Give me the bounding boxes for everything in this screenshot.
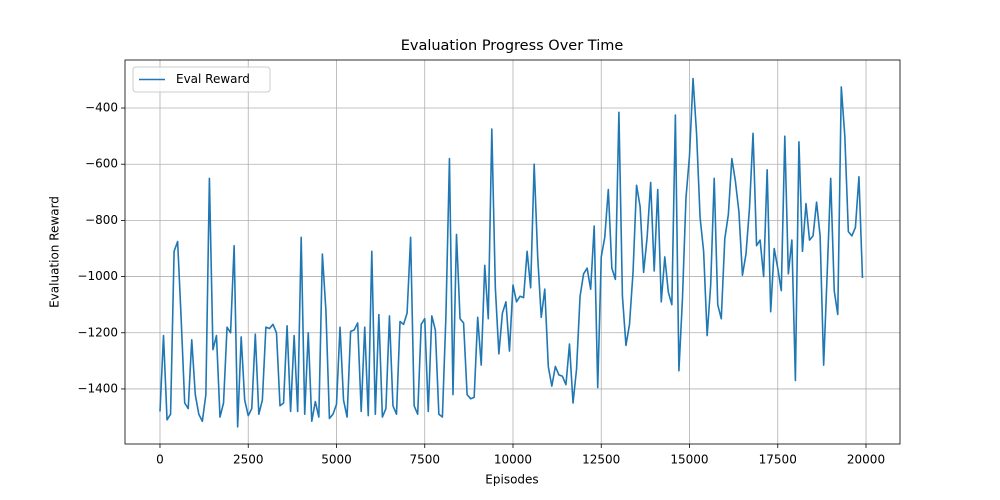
x-tick-label: 12500 — [582, 453, 620, 467]
plot-frame — [124, 59, 901, 445]
x-tick-label: 17500 — [759, 453, 797, 467]
x-tick-label: 7500 — [409, 453, 440, 467]
chart-title: Evaluation Progress Over Time — [401, 38, 624, 54]
x-tick-label: 15000 — [670, 453, 708, 467]
y-tick-label: −400 — [85, 101, 118, 115]
x-tick-label: 0 — [156, 453, 164, 467]
data-line — [159, 77, 864, 428]
legend-box — [132, 66, 271, 93]
x-tick-label: 20000 — [847, 453, 885, 467]
y-axis-label: Evaluation Reward — [48, 196, 62, 308]
y-tick-label: −1200 — [77, 325, 118, 339]
x-tick-label: 10000 — [494, 453, 532, 467]
x-tick-label: 5000 — [321, 453, 352, 467]
x-tick-label: 2500 — [233, 453, 264, 467]
x-axis-label: Episodes — [485, 473, 538, 487]
y-tick-label: −600 — [85, 157, 118, 171]
y-tick-label: −800 — [85, 213, 118, 227]
legend-label: Eval Reward — [176, 72, 250, 86]
y-tick-label: −1000 — [77, 269, 118, 283]
y-tick-label: −1400 — [77, 381, 118, 395]
